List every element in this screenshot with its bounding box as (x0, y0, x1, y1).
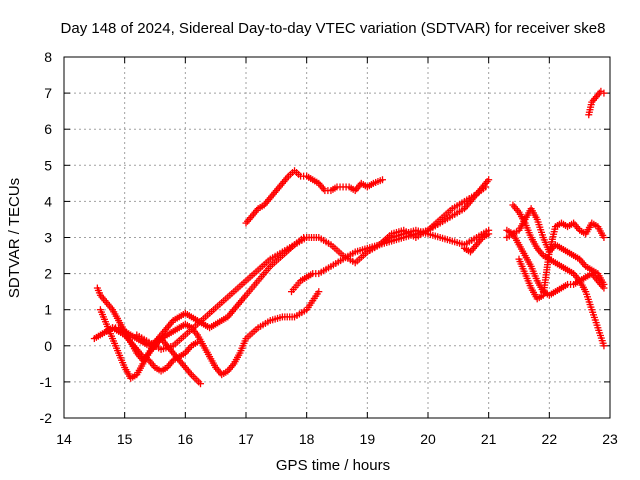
x-tick-label: 15 (117, 431, 133, 447)
x-tick-label: 14 (56, 431, 72, 447)
y-tick-label: 1 (44, 302, 52, 318)
grid-lines (64, 57, 610, 418)
y-tick-label: 2 (44, 266, 52, 282)
x-tick-label: 19 (360, 431, 376, 447)
x-tick-label: 21 (481, 431, 497, 447)
y-tick-label: 5 (44, 157, 52, 173)
track-k-point (600, 342, 608, 350)
track-i-point (485, 230, 493, 238)
track-b-point (197, 380, 204, 388)
x-tick-label: 23 (602, 431, 618, 447)
x-tick-label: 18 (299, 431, 315, 447)
track-d-point (315, 288, 323, 296)
x-tick-label: 20 (420, 431, 436, 447)
track-h-point (482, 183, 490, 191)
x-tick-label: 16 (178, 431, 194, 447)
x-axis-label: GPS time / hours (276, 457, 390, 474)
y-tick-label: 8 (44, 49, 52, 65)
y-tick-label: 7 (44, 85, 52, 101)
track-n-point (600, 89, 608, 97)
track-m-point (600, 234, 608, 241)
y-tick-label: 3 (44, 230, 52, 246)
data-markers (90, 87, 608, 388)
y-tick-label: 6 (44, 121, 52, 137)
y-tick-label: 4 (44, 193, 52, 209)
track-l-point (600, 280, 608, 288)
track-f-point (379, 176, 386, 184)
x-tick-label: 17 (238, 431, 254, 447)
y-tick-label: -2 (40, 410, 53, 426)
y-tick-label: 0 (44, 338, 52, 354)
x-tick-label: 22 (542, 431, 558, 447)
y-tick-label: -1 (40, 374, 53, 390)
track-g-point (485, 176, 493, 184)
y-axis-label: SDTVAR / TECUs (6, 178, 23, 298)
chart-title: Day 148 of 2024, Sidereal Day-to-day VTE… (61, 20, 606, 37)
